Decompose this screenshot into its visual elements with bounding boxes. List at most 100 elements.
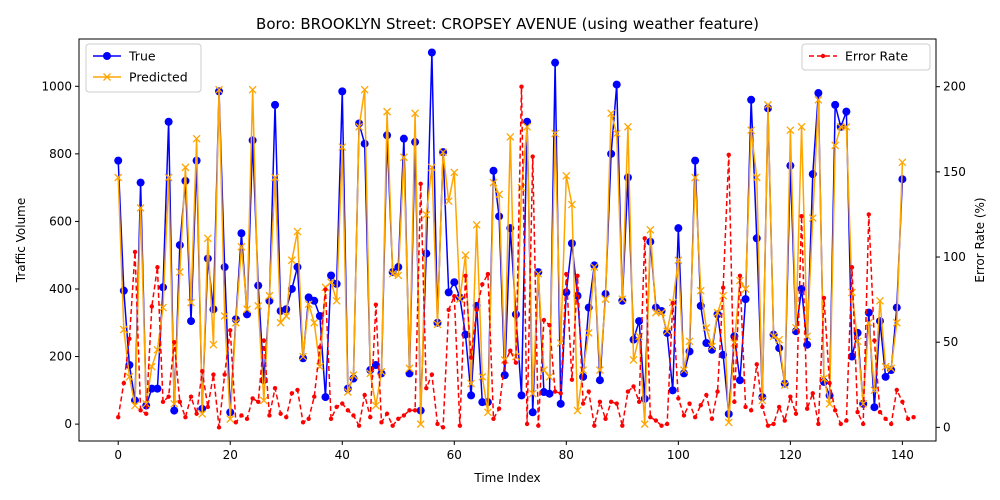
- data-point: [265, 291, 274, 300]
- data-point: [474, 307, 479, 313]
- data-point: [144, 411, 149, 416]
- data-point: [735, 376, 744, 385]
- data-point: [231, 318, 240, 327]
- data-point: [534, 269, 543, 278]
- data-point: [715, 389, 720, 394]
- data-point: [142, 399, 151, 408]
- data-point: [760, 404, 765, 410]
- data-point: [702, 339, 711, 348]
- data-point: [640, 420, 649, 429]
- data-point: [452, 294, 457, 299]
- data-point: [159, 283, 168, 292]
- x-tick-label: 0: [114, 448, 122, 462]
- data-point: [771, 421, 776, 427]
- data-point: [898, 158, 907, 167]
- data-point: [293, 263, 302, 272]
- data-point: [187, 298, 195, 307]
- data-point: [412, 408, 418, 413]
- data-point: [838, 421, 843, 427]
- data-point: [651, 308, 660, 317]
- data-point: [758, 396, 767, 405]
- data-point: [411, 109, 420, 118]
- x-tick-label: 20: [223, 448, 238, 462]
- data-point: [125, 372, 134, 381]
- data-point: [131, 401, 139, 410]
- data-point: [625, 389, 631, 394]
- data-point: [444, 288, 453, 297]
- data-point: [116, 414, 121, 420]
- data-point: [855, 409, 860, 415]
- data-point: [399, 153, 408, 162]
- data-point: [752, 173, 761, 182]
- y-axis-left: 0 200 400 600 800 1000: [41, 79, 79, 431]
- data-point: [198, 410, 207, 418]
- data-point: [562, 171, 571, 180]
- data-point: [597, 399, 603, 405]
- data-point: [562, 288, 571, 297]
- data-point: [608, 399, 614, 405]
- data-point: [636, 399, 642, 405]
- data-point: [681, 413, 687, 418]
- data-point: [394, 271, 403, 280]
- legend-label: True: [128, 49, 156, 64]
- data-point: [888, 421, 894, 427]
- data-point: [793, 411, 799, 416]
- data-point: [674, 224, 683, 233]
- data-point: [747, 126, 756, 135]
- data-point: [748, 408, 754, 413]
- data-point: [528, 408, 537, 417]
- data-point: [483, 408, 492, 417]
- data-point: [832, 408, 838, 413]
- data-point: [424, 385, 429, 391]
- data-point: [567, 200, 576, 209]
- data-point: [321, 393, 330, 402]
- data-point: [685, 337, 694, 346]
- data-point: [894, 387, 899, 393]
- data-point: [368, 414, 373, 420]
- data-point: [114, 173, 123, 182]
- data-point: [592, 423, 597, 428]
- data-point: [205, 404, 211, 410]
- data-point: [892, 318, 901, 327]
- data-point: [737, 273, 743, 278]
- data-point: [271, 173, 280, 182]
- data-point: [327, 271, 336, 280]
- data-point: [844, 418, 849, 423]
- data-point: [780, 381, 789, 390]
- data-point: [209, 340, 218, 349]
- data-point: [267, 413, 272, 418]
- plot-frame: [78, 38, 937, 442]
- data-point: [136, 178, 145, 187]
- x-axis: 0 20 40 60 80 100 120 140: [114, 441, 914, 462]
- data-point: [239, 413, 244, 418]
- data-point: [551, 58, 560, 67]
- data-point: [317, 345, 323, 350]
- data-point: [590, 263, 599, 271]
- data-point: [551, 129, 560, 138]
- data-point: [153, 345, 162, 354]
- data-point: [489, 178, 498, 187]
- data-point: [698, 403, 703, 408]
- data-point: [356, 423, 362, 428]
- data-point: [478, 372, 487, 381]
- data-point: [724, 418, 733, 427]
- data-point: [340, 401, 345, 406]
- data-point: [905, 416, 911, 422]
- legend-label: Predicted: [129, 70, 188, 85]
- data-point: [396, 416, 401, 422]
- data-point: [849, 265, 855, 270]
- data-point: [524, 421, 530, 427]
- data-point: [517, 391, 526, 400]
- data-point: [663, 327, 672, 336]
- data-point: [584, 328, 593, 337]
- legend-label: Error Rate: [845, 49, 908, 64]
- y-left-tick-label: 0: [64, 417, 72, 431]
- data-point: [243, 310, 252, 319]
- data-point: [427, 48, 436, 57]
- data-point: [788, 394, 793, 399]
- data-point: [250, 396, 255, 401]
- data-point: [371, 401, 380, 410]
- data-point: [295, 387, 300, 393]
- data-point: [732, 399, 737, 405]
- data-point: [164, 117, 173, 126]
